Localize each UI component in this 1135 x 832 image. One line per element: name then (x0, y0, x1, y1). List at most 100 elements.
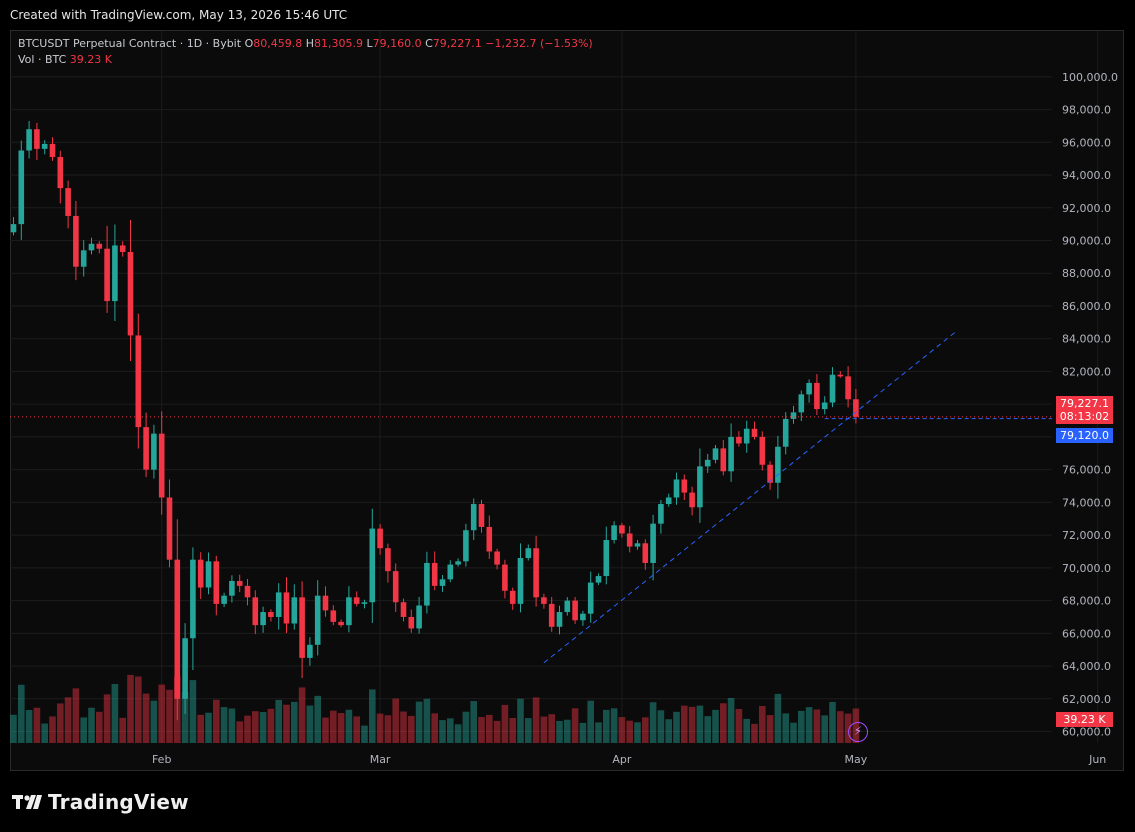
open-value: 80,459.8 (253, 37, 303, 50)
volume-bar (423, 698, 431, 743)
candle-body (283, 592, 290, 624)
candle-body (151, 433, 157, 470)
candle-body (502, 564, 508, 591)
volume-bar (556, 720, 563, 743)
y-tick-label: 96,000.0 (1062, 136, 1111, 149)
candle-body (34, 129, 40, 149)
volume-bar (813, 709, 821, 743)
line-price-tag: 79,120.0 (1056, 428, 1113, 443)
candle-body (57, 157, 64, 189)
candle-body (782, 418, 789, 447)
candle-body (790, 412, 797, 419)
volume-bar (571, 708, 579, 743)
candle-body (400, 602, 407, 617)
candle-body (213, 561, 220, 604)
candle-body (416, 605, 422, 629)
volume-bar (704, 716, 711, 743)
lightning-icon[interactable]: ⚡ (848, 722, 868, 742)
volume-bar (259, 711, 267, 743)
candle-body (463, 530, 469, 562)
candle-body (338, 621, 344, 626)
candle-body (119, 245, 126, 252)
volume-bar (751, 723, 758, 743)
candle-body (88, 243, 95, 251)
volume-bar (735, 708, 743, 743)
candle-body (112, 245, 118, 302)
y-tick-label: 70,000.0 (1062, 562, 1111, 575)
candle-body (314, 595, 321, 645)
volume-bar (213, 699, 220, 743)
last-price-tag: 79,227.1 08:13:02 (1056, 396, 1113, 424)
chart-panel[interactable] (10, 30, 1124, 771)
volume-bar (532, 697, 540, 743)
candle-body (236, 580, 243, 586)
candle-body (143, 427, 149, 470)
y-tick-label: 90,000.0 (1062, 235, 1111, 248)
volume-bar (236, 721, 243, 743)
volume-bar (743, 718, 750, 743)
candle-body (611, 525, 617, 541)
volume-bar (727, 697, 735, 743)
volume-bar (462, 711, 470, 743)
volume-bar (603, 709, 610, 743)
volume-bar (618, 717, 626, 743)
volume-bar (509, 717, 516, 743)
volume-bar (306, 705, 314, 743)
candle-body (478, 504, 485, 527)
close-value: 79,227.1 (432, 37, 482, 50)
volume-bar (759, 706, 766, 743)
symbol-title[interactable]: BTCUSDT Perpetual Contract · 1D · Bybit (18, 37, 242, 50)
volume-bar (408, 715, 415, 743)
volume-bar (447, 718, 454, 743)
volume-bar (431, 713, 438, 743)
volume-bar (805, 707, 813, 743)
candle-body (127, 251, 134, 336)
y-tick-label: 84,000.0 (1062, 333, 1111, 346)
volume-bar (595, 722, 602, 743)
candle-body (533, 548, 539, 598)
volume-bar (330, 710, 337, 743)
volume-bar (712, 709, 719, 743)
candle-body (829, 374, 836, 403)
candle-body (743, 428, 750, 444)
candle-body (486, 526, 493, 552)
grid-layer (10, 31, 1099, 743)
overlay-lines (10, 330, 1052, 664)
y-tick-label: 94,000.0 (1062, 169, 1111, 182)
volume-bar (314, 695, 321, 743)
y-tick-label: 62,000.0 (1062, 693, 1111, 706)
candle-body (431, 562, 438, 586)
x-tick-label: Feb (152, 753, 171, 766)
volume-bar (72, 688, 80, 743)
close-label: C (425, 37, 433, 50)
low-value: 79,160.0 (372, 37, 422, 50)
y-tick-label: 72,000.0 (1062, 529, 1111, 542)
volume-bar (525, 718, 532, 743)
volume-bar (376, 713, 384, 743)
candle-body (759, 436, 766, 465)
volume-bar (540, 716, 548, 743)
volume-bar (142, 693, 150, 743)
volume-bar (369, 689, 376, 743)
candle-body (681, 479, 688, 493)
volume-label[interactable]: Vol · BTC (18, 53, 67, 66)
tradingview-logo[interactable]: TradingView (12, 790, 189, 814)
tradingview-mark-icon (12, 795, 42, 809)
y-tick-label: 86,000.0 (1062, 300, 1111, 313)
volume-bar (774, 693, 782, 743)
volume-bar (688, 706, 696, 743)
volume-bar (642, 717, 649, 743)
volume-bar (244, 715, 251, 743)
volume-bar (415, 701, 423, 743)
candle-body (18, 150, 25, 225)
volume-bar (478, 717, 485, 743)
volume-bar (657, 710, 665, 743)
volume-bar (80, 717, 87, 743)
volume-bar (298, 687, 306, 743)
last-price-value: 79,227.1 (1060, 397, 1109, 410)
volume-bar (400, 711, 407, 743)
volume-bar (205, 712, 212, 743)
y-tick-label: 88,000.0 (1062, 267, 1111, 280)
candle-body (665, 497, 672, 505)
